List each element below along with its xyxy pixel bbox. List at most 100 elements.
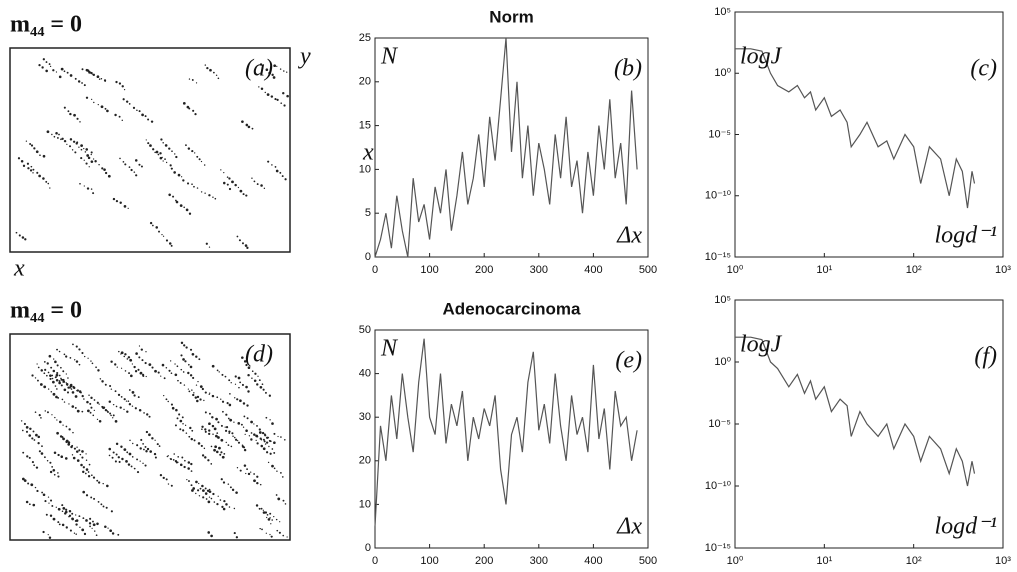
y-axis-label: logJ	[740, 332, 783, 358]
texture-dot	[154, 439, 156, 441]
texture-dot	[201, 387, 204, 391]
texture-dot	[223, 172, 225, 174]
texture-dot	[219, 453, 222, 456]
texture-dot	[176, 417, 179, 420]
texture-dot	[104, 107, 107, 110]
texture-dot	[224, 426, 226, 428]
texture-dot	[153, 452, 157, 456]
texture-dot	[194, 152, 196, 154]
texture-dot	[226, 176, 229, 178]
texture-dot	[222, 410, 224, 413]
texture-dot	[112, 403, 115, 406]
texture-dot	[262, 509, 264, 511]
texture-dot	[161, 363, 165, 367]
texture-dot	[30, 144, 34, 147]
texture-dot	[72, 456, 76, 460]
texture-dot	[58, 380, 61, 383]
texture-dot	[148, 363, 152, 367]
texture-dot	[17, 157, 21, 160]
texture-dot	[147, 118, 150, 121]
texture-dot	[271, 519, 274, 521]
texture-dot	[225, 413, 228, 416]
texture-dot	[179, 428, 182, 431]
texture-dot	[258, 428, 261, 431]
y-tick-label: 0	[365, 251, 371, 263]
texture-dot	[253, 379, 257, 383]
texture-dot	[255, 504, 259, 507]
x-tick-label: 100	[420, 555, 438, 567]
texture-dot	[46, 362, 49, 365]
texture-dot	[30, 165, 33, 168]
texture-dot	[214, 197, 217, 200]
texture-dot	[86, 154, 90, 157]
texture-dot	[273, 467, 276, 470]
texture-dot	[236, 398, 239, 401]
y-tick-label: 30	[359, 411, 371, 423]
texture-dot	[170, 403, 173, 406]
data-line	[374, 338, 638, 527]
texture-dot	[55, 395, 58, 399]
texture-dot	[46, 460, 49, 462]
texture-dot	[110, 414, 112, 417]
texture-dot	[266, 93, 270, 96]
texture-dot	[217, 421, 220, 424]
texture-dot	[35, 150, 39, 154]
texture-dot	[20, 420, 23, 422]
texture-dot	[102, 406, 105, 410]
y-tick-label: 20	[359, 76, 371, 88]
texture-dot	[126, 451, 129, 454]
texture-dot	[168, 193, 171, 197]
texture-dot	[185, 346, 188, 349]
texture-dot	[238, 386, 240, 389]
texture-dot	[245, 385, 248, 389]
texture-dot	[164, 144, 168, 147]
texture-dot	[58, 133, 60, 136]
texture-dot	[273, 515, 275, 518]
texture-dot	[117, 456, 120, 459]
texture-dot	[250, 420, 253, 424]
texture-dot	[235, 491, 238, 494]
texture-dot	[90, 153, 92, 156]
texture-dot	[120, 351, 124, 355]
texture-dot	[245, 472, 247, 475]
texture-dot	[78, 449, 81, 452]
texture-dot	[196, 187, 199, 189]
x-tick-label: 10³	[995, 555, 1011, 567]
texture-dot	[80, 463, 83, 467]
texture-dot	[86, 400, 89, 404]
texture-dot	[81, 68, 84, 71]
texture-dot	[170, 372, 173, 375]
texture-dot	[84, 151, 87, 153]
texture-dot	[220, 438, 224, 442]
x-tick-label: 400	[584, 555, 602, 567]
texture-dot	[245, 123, 249, 127]
texture-dot	[213, 427, 217, 431]
texture-dot	[256, 442, 259, 445]
texture-dot	[179, 204, 183, 207]
texture-dot	[131, 405, 134, 407]
texture-dot	[112, 451, 115, 454]
texture-dot	[93, 101, 95, 104]
texture-dot	[82, 490, 86, 494]
x-tick-label: 0	[372, 555, 378, 567]
texture-dot	[189, 365, 193, 369]
texture-dot	[128, 166, 131, 169]
texture-dot	[183, 465, 186, 469]
texture-dot	[228, 506, 231, 508]
texture-dot	[93, 409, 95, 412]
texture-dot	[149, 221, 153, 225]
texture-dot	[63, 401, 66, 403]
texture-dot	[231, 432, 234, 435]
texture-dot	[42, 177, 45, 180]
texture-dot	[87, 409, 90, 413]
texture-dot	[93, 497, 96, 500]
texture-dot	[136, 109, 138, 111]
texture-dot	[188, 78, 191, 80]
texture-dot	[118, 460, 121, 463]
texture-dot	[102, 482, 104, 485]
texture-dot	[64, 457, 68, 460]
texture-dot	[259, 527, 261, 530]
texture-dot	[85, 162, 88, 165]
texture-dot	[271, 422, 274, 425]
texture-dot	[230, 382, 232, 384]
